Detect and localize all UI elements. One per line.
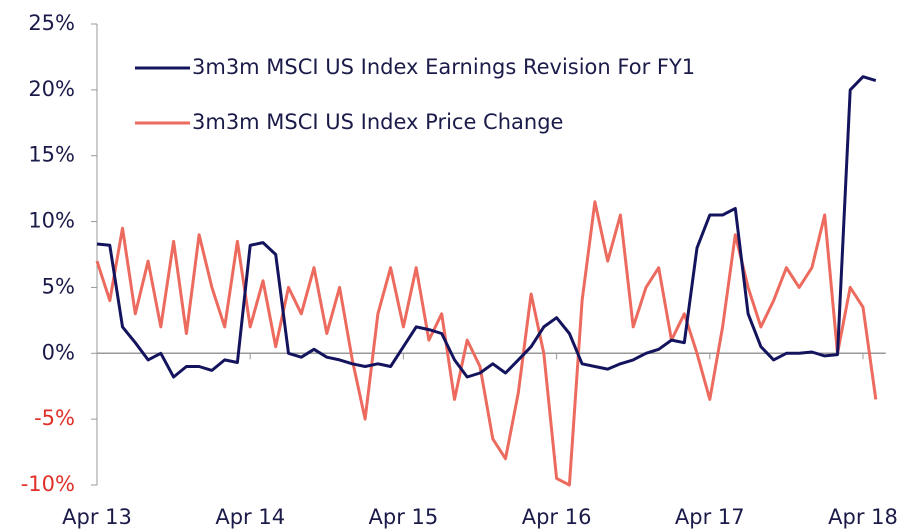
y-tick-label: -10% xyxy=(21,472,75,496)
x-tick-label: Apr 13 xyxy=(62,505,132,529)
series-line xyxy=(95,200,878,487)
y-tick-label: 20% xyxy=(28,77,75,101)
y-tick-label: 25% xyxy=(28,11,75,35)
x-tick-label: Apr 16 xyxy=(522,505,592,529)
x-tick-label: Apr 14 xyxy=(215,505,285,529)
x-tick-label: Apr 15 xyxy=(369,505,439,529)
y-tick-label: 15% xyxy=(28,143,75,167)
x-tick-label: Apr 18 xyxy=(828,505,898,529)
y-tick-label: 10% xyxy=(28,209,75,233)
y-tick-label: -5% xyxy=(34,406,75,430)
legend-label: 3m3m MSCI US Index Price Change xyxy=(192,110,563,134)
y-tick-label: 0% xyxy=(42,340,75,364)
y-tick-label: 5% xyxy=(42,274,75,298)
series-line xyxy=(96,75,877,379)
legend-label: 3m3m MSCI US Index Earnings Revision For… xyxy=(192,55,695,79)
x-tick-label: Apr 17 xyxy=(675,505,745,529)
